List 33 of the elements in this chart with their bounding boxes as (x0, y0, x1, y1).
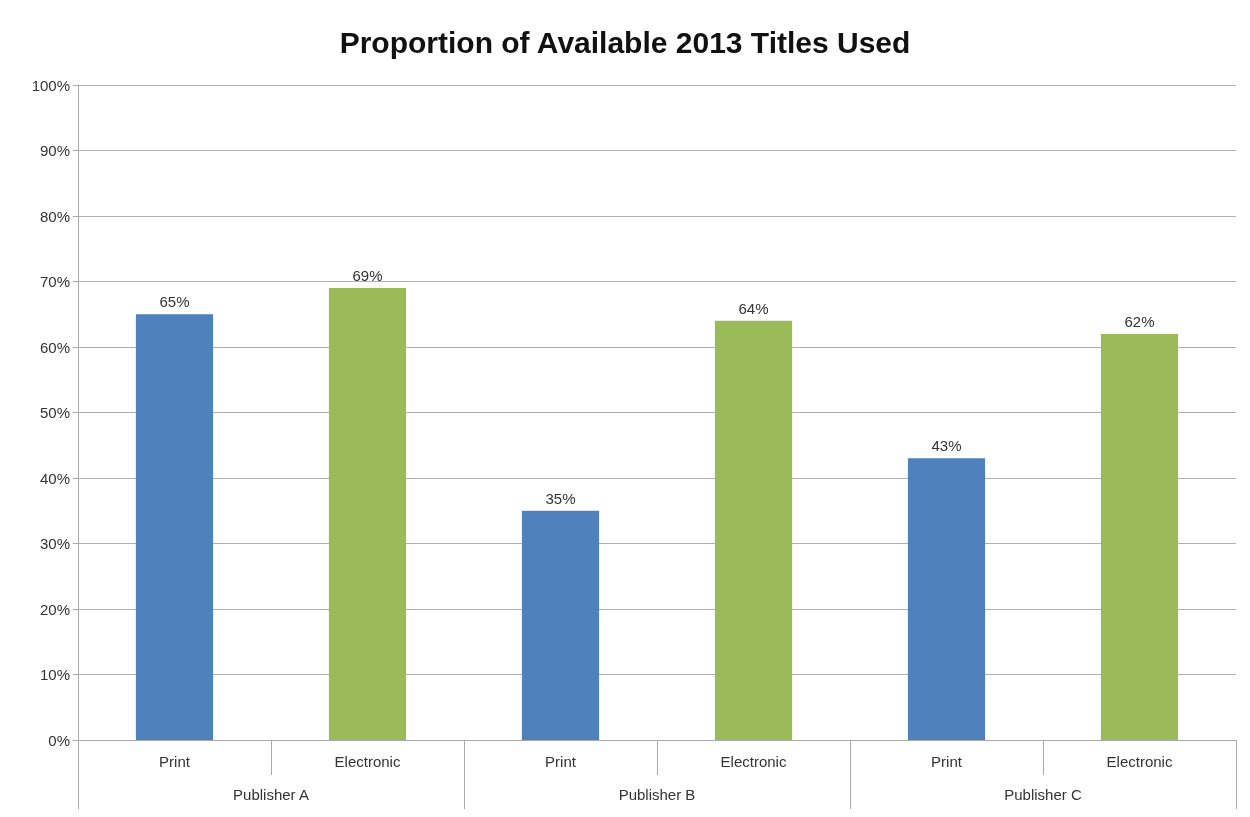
y-tick-label: 80% (39, 207, 70, 225)
x-tick-label: Electronic (1106, 753, 1173, 770)
x-tick-label: Electronic (334, 753, 401, 770)
y-tick-label: 70% (39, 273, 70, 290)
x-tick-label: Electronic (720, 753, 787, 770)
data-label: 43% (931, 437, 962, 455)
y-tick-label: 50% (39, 404, 70, 421)
bar (135, 314, 214, 740)
data-label: 65% (159, 293, 190, 311)
bar (907, 458, 986, 740)
y-tick-label: 0% (48, 731, 70, 749)
y-tick-label: 20% (39, 600, 70, 618)
y-tick-label: 60% (39, 338, 70, 356)
x-tick-label: Print (545, 753, 577, 770)
data-label: 69% (352, 267, 383, 285)
y-tick-label: 30% (39, 535, 70, 552)
text: Publisher A (233, 786, 309, 803)
data-label: 64% (738, 299, 769, 317)
x-tick-label: Print (159, 753, 191, 770)
x-tick-label: Print (931, 753, 963, 770)
y-tick-label: 90% (39, 142, 70, 159)
chart-title: Proportion of Available 2013 Titles Used (339, 25, 911, 59)
y-tick-label: 10% (39, 666, 70, 683)
y-tick-label: 100% (31, 76, 70, 94)
text: Publisher C (1004, 786, 1082, 803)
y-tick-label: 40% (39, 469, 70, 487)
data-label: 35% (545, 489, 576, 507)
bar (521, 510, 600, 740)
bar (1100, 333, 1179, 740)
text: Publisher B (618, 786, 696, 803)
data-label: 62% (1124, 312, 1155, 330)
bar (328, 288, 407, 740)
bar (714, 320, 793, 740)
